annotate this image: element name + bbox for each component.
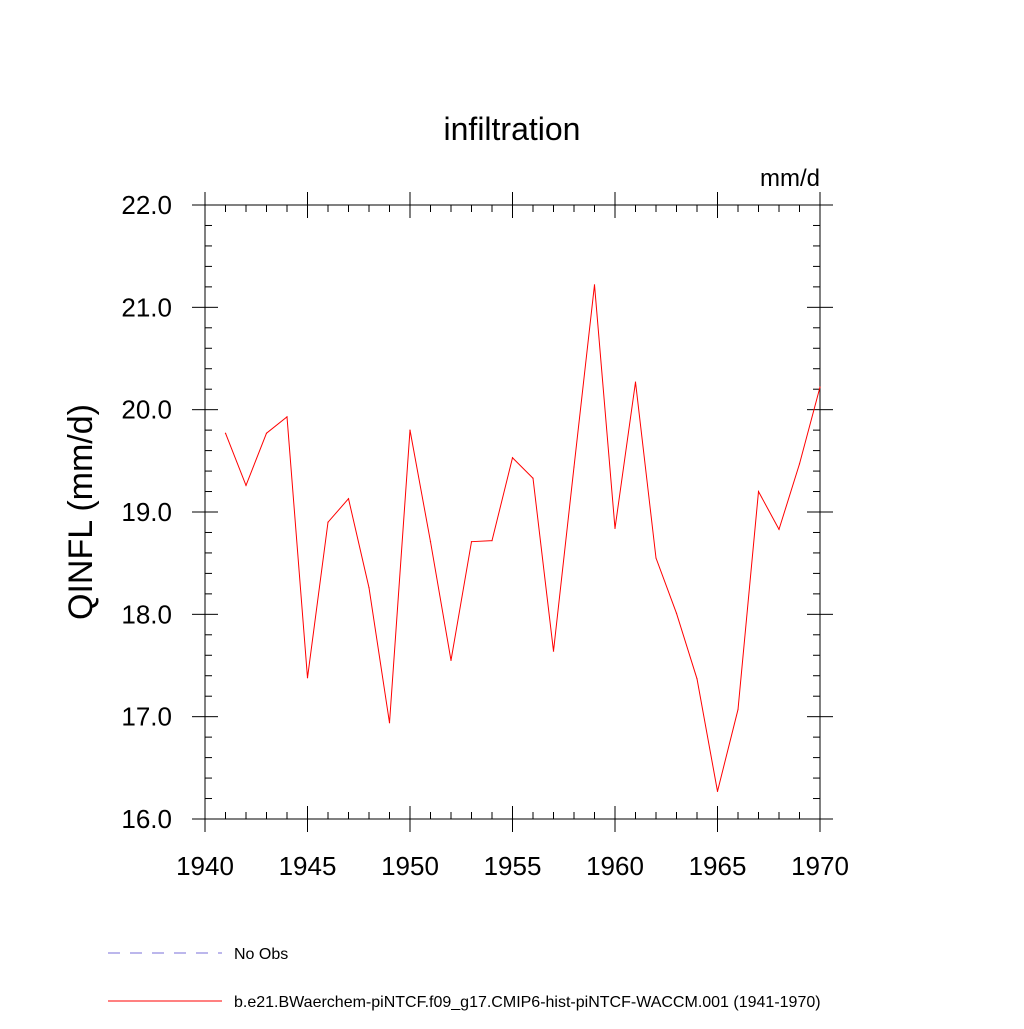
data-point bbox=[675, 612, 678, 614]
chart-title: infiltration bbox=[444, 111, 581, 147]
y-tick-label: 16.0 bbox=[121, 804, 172, 834]
data-point bbox=[634, 381, 637, 383]
legend: No Obs b.e21.BWaerchem-piNTCF.f09_g17.CMI… bbox=[108, 946, 821, 1011]
data-point bbox=[511, 457, 514, 459]
x-tick-label: 1950 bbox=[381, 851, 439, 881]
x-axis: 1940 1945 1950 1955 1960 1965 1970 bbox=[176, 192, 849, 881]
data-point bbox=[470, 541, 473, 543]
data-point bbox=[593, 284, 596, 286]
y-tick-label: 17.0 bbox=[121, 702, 172, 732]
y-axis: 16.0 17.0 18.0 19.0 20.0 21.0 22.0 bbox=[121, 190, 833, 834]
data-point bbox=[286, 416, 288, 418]
x-tick-label: 1955 bbox=[484, 851, 542, 881]
data-point bbox=[696, 678, 698, 680]
series-group bbox=[224, 284, 821, 792]
data-point bbox=[265, 432, 268, 434]
units-label: mm/d bbox=[760, 165, 820, 192]
x-tick-label: 1960 bbox=[586, 851, 644, 881]
data-point bbox=[388, 722, 391, 724]
data-point bbox=[245, 484, 247, 486]
data-point bbox=[798, 463, 801, 465]
plot-frame bbox=[204, 204, 821, 820]
y-tick-label: 19.0 bbox=[121, 497, 172, 527]
data-point bbox=[573, 466, 575, 468]
data-point bbox=[778, 528, 780, 531]
y-axis-label: QINFL (mm/d) bbox=[62, 404, 100, 620]
data-point bbox=[532, 477, 534, 479]
y-tick-label: 20.0 bbox=[121, 395, 172, 425]
y-tick-label: 22.0 bbox=[121, 190, 172, 220]
data-point bbox=[327, 521, 329, 523]
data-point bbox=[409, 429, 411, 431]
x-tick-label: 1945 bbox=[279, 851, 337, 881]
data-point bbox=[368, 587, 370, 589]
data-point bbox=[450, 659, 452, 661]
data-point bbox=[347, 498, 350, 500]
data-point bbox=[429, 541, 432, 543]
y-tick-label: 18.0 bbox=[121, 599, 172, 629]
data-point bbox=[737, 708, 739, 711]
data-point bbox=[716, 790, 719, 792]
data-point bbox=[224, 432, 227, 434]
legend-label: b.e21.BWaerchem-piNTCF.f09_g17.CMIP6-his… bbox=[234, 994, 821, 1011]
data-point bbox=[757, 490, 760, 493]
data-point bbox=[819, 386, 821, 388]
data-point bbox=[552, 650, 555, 652]
legend-label: No Obs bbox=[234, 946, 288, 963]
x-tick-label: 1940 bbox=[176, 851, 234, 881]
data-point bbox=[306, 677, 309, 679]
series-line bbox=[225, 284, 821, 792]
data-point bbox=[655, 557, 657, 559]
data-point bbox=[614, 527, 616, 529]
data-point bbox=[491, 540, 493, 542]
x-tick-label: 1965 bbox=[689, 851, 747, 881]
y-tick-label: 21.0 bbox=[121, 292, 172, 322]
x-tick-label: 1970 bbox=[791, 851, 849, 881]
